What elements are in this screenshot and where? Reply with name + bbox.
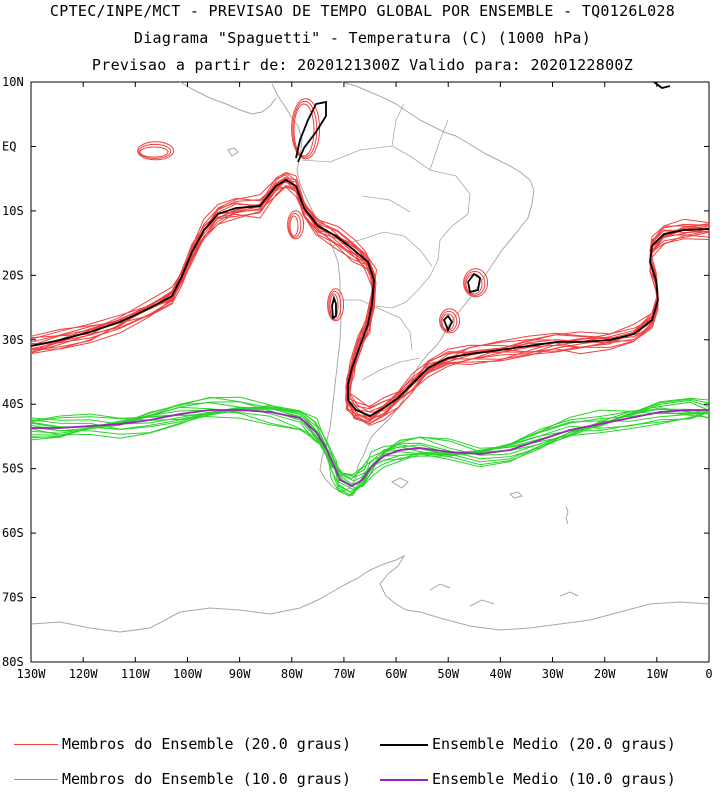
lon-label: 120W [69,667,99,681]
lat-label: 20S [2,268,24,282]
legend-mean20-label: Ensemble Medio (20.0 graus) [432,735,676,753]
member20-contour [30,181,710,409]
member20-cell [288,212,302,238]
lon-label: 10W [646,667,668,681]
title-line-3: Previsao a partir de: 2020121300Z Valido… [91,56,634,74]
mean20-main-contour [30,178,710,418]
lon-label: 60W [385,667,407,681]
lon-label: 90W [229,667,251,681]
falklands-coast [390,477,409,489]
lon-label: 50W [437,667,459,681]
lon-label: 130W [17,667,47,681]
member20-cell [327,288,345,322]
title-line-2: Diagrama "Spaguetti" - Temperatura (C) (… [133,29,592,47]
legend-member10-swatch [14,779,58,780]
lat-label: 60S [2,526,24,540]
legend-member10: Membros do Ensemble (10.0 graus) [14,770,351,788]
member20-contour [30,172,710,420]
legend-member20: Membros do Ensemble (20.0 graus) [14,735,351,753]
lon-label: 20W [594,667,616,681]
lon-label: 0 [705,667,712,681]
member20-cell [464,270,486,296]
lon-label: 30W [542,667,564,681]
lat-label: 50S [2,462,24,476]
lon-label: 100W [173,667,203,681]
member20-cell [291,98,321,160]
legend-member20-swatch [14,744,58,745]
member20-cell [138,143,172,159]
legend-member10-label: Membros do Ensemble (10.0 graus) [62,770,351,788]
mean20-parana-cell [442,314,454,333]
lat-label: 70S [2,591,24,605]
member20-cell [440,310,458,332]
legend-mean10: Ensemble Medio (10.0 graus) [380,770,676,788]
country-borders [301,103,471,381]
lat-label: 10S [2,204,24,218]
lon-label: 110W [121,667,151,681]
member20-cell [287,210,305,240]
axis-ticks [30,81,710,663]
title-line-1: CPTEC/INPE/MCT - PREVISAO DE TEMPO GLOBA… [49,2,676,20]
member20-cell [328,290,342,320]
mean20-andes-loop [295,100,327,163]
member20-cell [289,215,299,237]
legend-mean10-swatch [380,778,428,781]
antarctica-coast [30,554,710,633]
member10-contour [30,396,710,477]
member20-cell [463,268,489,298]
antarctic-islands [429,583,579,607]
latitude-labels: 10N EQ 10S 20S 30S 40S 50S 60S 70S 80S [2,75,24,669]
member20-cell [139,146,169,158]
member20-contour [30,176,710,417]
member20-cell [293,103,315,157]
member10-contour [30,398,710,490]
galapagos-coast [227,147,239,157]
longitude-labels: 130W 120W 110W 100W 90W 80W 70W 60W 50W 40W 30W 20W… [17,667,713,681]
member20-cell [439,308,461,334]
mean10-contour [31,409,709,488]
legend-mean20: Ensemble Medio (20.0 graus) [380,735,676,753]
legend-mean20-swatch [380,743,428,746]
lat-label: EQ [2,139,16,153]
sandwich-islands [565,505,569,525]
mean20-brazil-cell [467,272,481,294]
south-georgia-coast [509,491,523,499]
lon-label: 40W [490,667,512,681]
ensemble-mean-10 [31,409,709,488]
legend-member20-label: Membros do Ensemble (20.0 graus) [62,735,351,753]
lat-label: 80S [2,655,24,669]
mean20-chile-cell [331,294,337,320]
lon-label: 80W [281,667,303,681]
lat-label: 30S [2,333,24,347]
member10-contour [30,396,710,476]
central-america-coast [179,81,277,115]
legend-mean10-label: Ensemble Medio (10.0 graus) [432,770,676,788]
member20-cell [137,141,175,161]
map-frame [30,81,710,663]
lat-label: 10N [2,75,24,89]
lat-label: 40S [2,397,24,411]
member10-contour [30,399,710,493]
lon-label: 70W [333,667,355,681]
